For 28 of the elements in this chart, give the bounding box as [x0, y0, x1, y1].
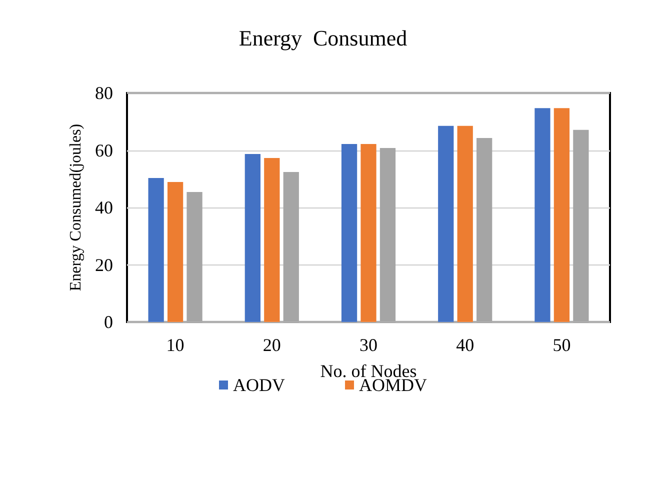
x-tick-label: 10: [166, 335, 184, 355]
bar: [244, 154, 260, 322]
bar: [341, 144, 358, 322]
bar: [148, 178, 164, 322]
legend-label: AODV: [233, 375, 285, 395]
bar: [167, 182, 184, 322]
y-tick-label: 80: [95, 83, 113, 103]
y-tick-label: 20: [95, 254, 113, 275]
x-tick-label: 30: [360, 335, 378, 355]
bar: [360, 144, 376, 322]
x-tick-label: 20: [262, 335, 281, 355]
y-tick-label: 40: [95, 198, 113, 218]
y-tick-label: 0: [104, 312, 113, 332]
bar: [438, 126, 454, 322]
bar: [264, 158, 280, 322]
x-tick-label: 40: [456, 335, 474, 355]
y-axis-title: Energy Consumed(joules): [68, 124, 85, 292]
x-tick-label: 50: [552, 335, 571, 355]
y-tick-label: 60: [95, 140, 113, 160]
chart-title: Energy Consumed: [238, 26, 408, 50]
bar: [186, 192, 202, 322]
bar: [457, 126, 473, 322]
bar: [476, 138, 492, 322]
bar: [554, 108, 570, 322]
bar: [534, 108, 550, 322]
bar: [573, 130, 589, 322]
bar: [380, 148, 396, 322]
bar: [283, 172, 299, 322]
